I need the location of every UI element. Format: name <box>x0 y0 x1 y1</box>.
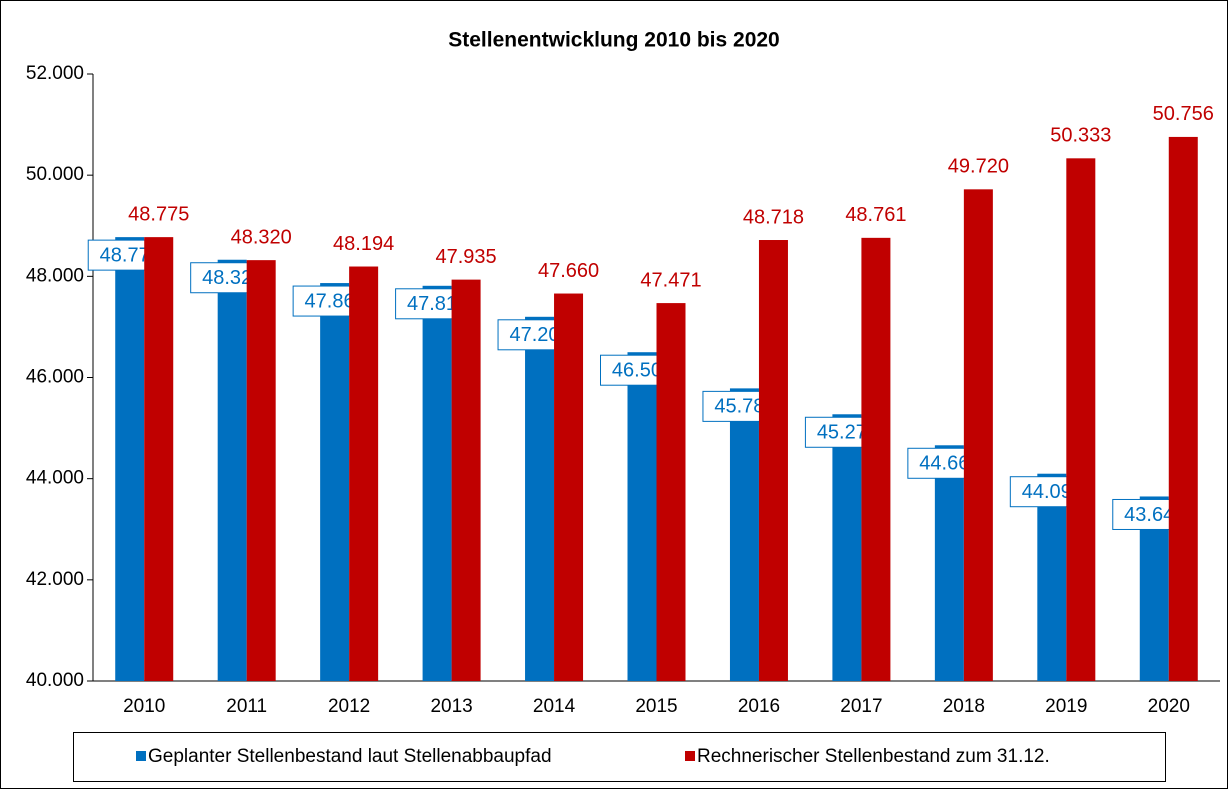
bar <box>144 237 174 681</box>
bar <box>217 259 247 681</box>
value-label: 47.935 <box>436 246 497 268</box>
bar <box>320 283 350 681</box>
x-tick-label: 2017 <box>840 696 882 717</box>
bar <box>1037 473 1067 681</box>
x-tick-label: 2018 <box>943 696 985 717</box>
x-tick-label: 2020 <box>1148 696 1190 717</box>
y-tick-label: 50.000 <box>26 164 84 185</box>
bar <box>246 260 276 681</box>
bar <box>729 388 759 681</box>
legend-box <box>73 732 1166 782</box>
legend-label: Geplanter Stellenbestand laut Stellenabb… <box>148 746 552 767</box>
bar <box>832 414 862 681</box>
bar <box>349 266 379 681</box>
bar <box>525 316 555 681</box>
bar <box>758 240 788 681</box>
value-label: 48.320 <box>231 226 292 248</box>
bar <box>115 237 145 681</box>
value-label: 47.660 <box>538 260 599 282</box>
x-tick-label: 2019 <box>1045 696 1087 717</box>
chart-title: Stellenentwicklung 2010 bis 2020 <box>448 29 779 52</box>
x-tick-label: 2014 <box>533 696 576 717</box>
bar <box>422 285 452 681</box>
x-tick-label: 2011 <box>226 696 267 717</box>
bar <box>656 303 686 681</box>
bar <box>1168 136 1198 681</box>
bar <box>963 189 993 681</box>
y-tick-label: 40.000 <box>26 670 84 691</box>
x-tick-label: 2015 <box>635 696 677 717</box>
y-tick-label: 44.000 <box>26 468 84 489</box>
bar <box>554 293 584 681</box>
x-tick-label: 2016 <box>738 696 780 717</box>
value-label: 50.333 <box>1050 125 1111 147</box>
bar <box>934 445 964 681</box>
value-label: 49.720 <box>948 156 1009 178</box>
bar <box>451 279 481 681</box>
value-label: 48.718 <box>743 206 804 228</box>
x-tick-label: 2010 <box>123 696 165 717</box>
value-label: 48.775 <box>128 203 189 225</box>
y-tick-label: 46.000 <box>26 367 84 388</box>
bar <box>861 237 891 681</box>
value-label: 48.761 <box>845 204 906 226</box>
y-tick-label: 52.000 <box>26 63 84 84</box>
legend-swatch <box>685 751 695 761</box>
value-label: 48.194 <box>333 233 394 255</box>
x-tick-label: 2012 <box>328 696 370 717</box>
legend-label: Rechnerischer Stellenbestand zum 31.12. <box>697 746 1050 767</box>
bar <box>1066 158 1096 682</box>
y-tick-label: 48.000 <box>26 265 84 286</box>
bar <box>627 352 657 681</box>
legend-swatch <box>136 751 146 761</box>
value-label: 47.471 <box>640 269 701 291</box>
x-tick-label: 2013 <box>430 696 472 717</box>
y-tick-label: 42.000 <box>26 569 84 590</box>
value-label: 50.756 <box>1153 103 1214 125</box>
